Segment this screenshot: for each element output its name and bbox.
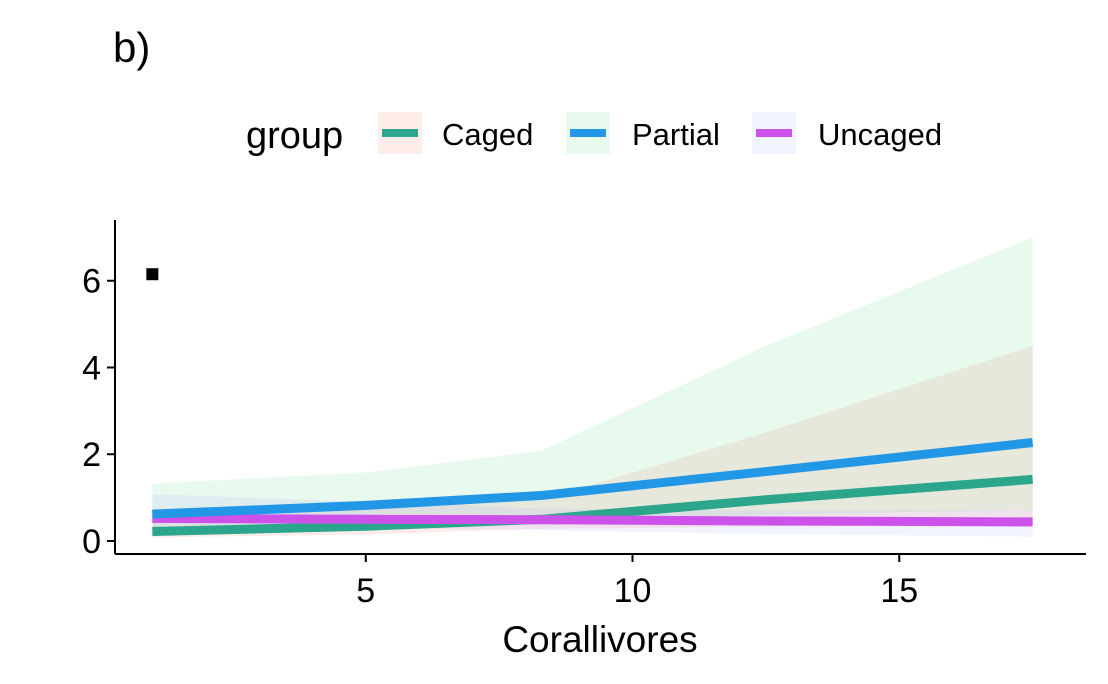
legend-item-caged: Caged bbox=[378, 112, 533, 154]
legend-item-partial: Partial bbox=[566, 112, 720, 154]
x-tick-label: 5 bbox=[356, 572, 375, 610]
y-axis-ticks: 0 2 4 6 bbox=[82, 263, 115, 561]
legend-label: Partial bbox=[632, 117, 720, 152]
series-lines bbox=[152, 438, 1034, 536]
panel-tag: b) bbox=[113, 24, 150, 71]
line-partial bbox=[152, 438, 1034, 519]
annotation-marker bbox=[146, 268, 159, 281]
y-tick-label: 0 bbox=[82, 523, 101, 561]
x-tick-label: 10 bbox=[614, 572, 652, 610]
x-tick-label: 15 bbox=[880, 572, 918, 610]
y-tick-label: 6 bbox=[82, 263, 101, 301]
y-tick-label: 2 bbox=[82, 436, 101, 474]
line-uncaged bbox=[152, 513, 1033, 527]
band-partial bbox=[152, 237, 1033, 532]
y-tick-label: 4 bbox=[82, 349, 101, 387]
x-axis-ticks: 5 10 15 bbox=[356, 554, 918, 610]
band-caged bbox=[152, 345, 1033, 538]
legend-label: Uncaged bbox=[818, 117, 942, 152]
legend-item-uncaged: Uncaged bbox=[752, 112, 942, 154]
legend-title: group bbox=[246, 115, 343, 157]
legend-label: Caged bbox=[442, 117, 533, 152]
x-axis-title: Corallivores bbox=[502, 619, 697, 660]
legend: group Caged Partial Uncaged bbox=[246, 112, 942, 157]
annotations bbox=[146, 268, 159, 281]
